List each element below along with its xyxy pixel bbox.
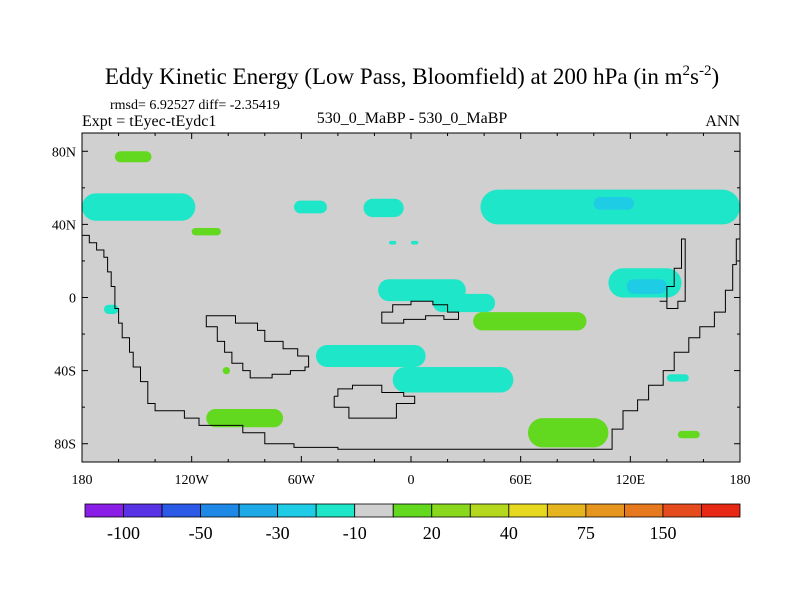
x-tick-label: 60E [509,473,532,488]
y-tick-label: 40N [52,218,76,233]
y-tick-label: 80S [54,438,76,453]
colorbar-swatch [123,503,163,518]
colorbar-swatch [238,503,279,518]
colorbar: -100 -50 -30 -10 20 40 75 150 [84,503,741,543]
chart-title: Eddy Kinetic Energy (Low Pass, Bloomfiel… [105,63,719,89]
x-tick-label: 120E [616,473,646,488]
contour-regions [82,151,740,448]
coastline-east-peninsula [659,238,686,309]
region-small-green-40n [191,228,221,236]
colorbar-label: -30 [266,523,290,543]
region-small-cyan-150e [666,374,689,382]
case-label: 530_0_MaBP - 530_0_MaBP [317,110,508,127]
axis-ticks: 180 120W 60W 0 60E 120E 180 80N 40N 0 40S 80S [52,133,751,488]
colorbar-swatch [161,503,201,518]
colorbar-label: -100 [107,523,140,543]
colorbar-label: 20 [423,523,441,543]
x-tick-label: 180 [72,473,93,488]
region-tropic-band-west [82,193,196,221]
y-tick-label: 0 [69,292,76,307]
colorbar-swatch [392,503,433,518]
y-tick-label: 40S [54,365,76,380]
stats-text: rmsd= 6.92527 diff= -2.35419 [110,98,280,113]
period-label: ANN [705,113,740,130]
region-indian-ocean-core [626,279,667,294]
colorbar-swatch [200,503,240,518]
x-tick-label: 60W [288,473,316,488]
colorbar-swatch [508,503,548,518]
region-tiny-cyan-10e [411,240,419,245]
continent-outlines [82,234,740,450]
region-midlat-blob-20w [363,198,404,218]
colorbar-label: -50 [189,523,213,543]
region-midlat-core-east [593,196,634,210]
colorbar-label: 75 [577,523,595,543]
colorbar-swatch [701,503,741,518]
coastline-southern-island [333,384,416,419]
colorbar-swatch [546,503,587,518]
region-tiny-green-100w [222,366,231,375]
colorbar-label: -10 [343,523,367,543]
region-small-arctic-green [114,151,152,163]
region-small-west-blob [103,304,119,314]
colorbar-label: 40 [500,523,518,543]
region-southern-cyan-west [315,345,426,367]
region-equator-green-east [473,312,587,331]
region-equator-blob-center2 [432,293,496,313]
colorbar-swatch [354,503,394,518]
y-tick-label: 80N [52,145,76,160]
x-tick-label: 0 [408,473,415,488]
coastline-southern-inner-lake [205,315,310,379]
colorbar-swatch [84,503,124,518]
colorbar-swatch [469,503,510,518]
region-southern-green-west [206,408,284,428]
colorbar-swatch [277,503,317,518]
coastline-equator-coast [381,300,459,324]
expt-label: Expt = tEyec-tEydc1 [82,113,216,130]
coastline-western-continent [82,234,740,450]
colorbar-swatch [585,503,625,518]
colorbar-swatch [431,503,471,518]
x-tick-label: 120W [175,473,210,488]
x-tick-label: 180 [730,473,751,488]
region-southern-cyan-east [392,366,514,393]
region-small-green-140e [677,430,700,439]
colorbar-swatch [315,503,356,518]
colorbar-swatch [624,503,664,518]
region-midlat-blob-60w [294,200,327,214]
colorbar-label: 150 [649,523,676,543]
region-southern-green-east [527,418,609,448]
colorbar-swatch [662,503,702,518]
region-tiny-cyan-5w [389,240,397,245]
